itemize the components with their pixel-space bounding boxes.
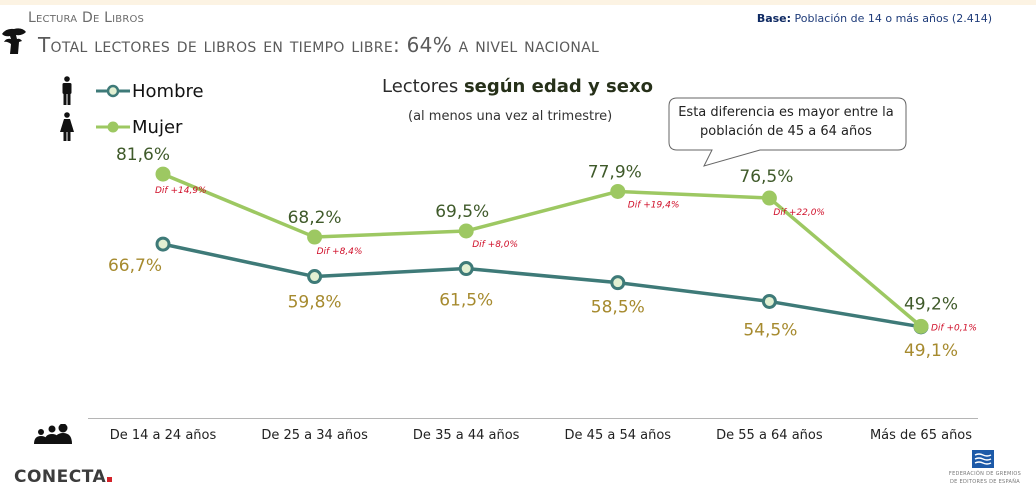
mujer-legend-marker bbox=[96, 121, 130, 133]
difference-label: Dif +19,4% bbox=[628, 200, 680, 210]
legend-item-mujer: Mujer bbox=[58, 112, 182, 142]
difference-label: Dif +0,1% bbox=[931, 323, 977, 333]
conecta-brand: CONECTA bbox=[14, 467, 107, 487]
mujer-series-line bbox=[162, 172, 923, 328]
difference-label: Dif +8,0% bbox=[472, 240, 518, 250]
legend-label-hombre: Hombre bbox=[132, 80, 204, 102]
publisher-line-2: DE EDITORES DE ESPAÑA bbox=[950, 479, 1020, 485]
hombre-value-label: 59,8% bbox=[288, 293, 342, 313]
x-axis-line bbox=[88, 418, 978, 419]
hombre-legend-marker bbox=[96, 84, 130, 98]
series-layer: 81,6% 68,2% 69,5% 77,9% 76,5% 49,2% 66,7% 59,8%… bbox=[108, 145, 977, 361]
base-value: Población de 14 o más años (2.414) bbox=[794, 12, 992, 25]
callout-bubble bbox=[668, 97, 907, 167]
hombre-point bbox=[155, 236, 171, 252]
mujer-point bbox=[761, 190, 777, 206]
tree-icon bbox=[2, 28, 26, 54]
hombre-value-label: 66,7% bbox=[108, 256, 162, 276]
hombre-point bbox=[761, 293, 777, 309]
fge-logo-icon bbox=[972, 450, 994, 468]
mujer-point bbox=[155, 166, 171, 182]
hombre-series-line bbox=[162, 242, 922, 329]
mujer-value-label: 77,9% bbox=[588, 162, 642, 182]
page-title: Total lectores de libros en tiempo libre… bbox=[38, 33, 600, 57]
chart-title: Lectores según edad y sexo bbox=[382, 76, 653, 97]
mujer-value-label: 81,6% bbox=[116, 145, 170, 165]
hombre-point bbox=[307, 269, 323, 285]
mujer-point bbox=[913, 318, 929, 334]
hombre-value-label: 54,5% bbox=[743, 320, 797, 340]
chart-title-bold: según edad y sexo bbox=[463, 76, 653, 97]
conecta-dot bbox=[107, 477, 113, 482]
people-group-icon bbox=[34, 424, 72, 444]
difference-label: Dif +14,9% bbox=[155, 186, 207, 196]
section-label: Lectura De Libros bbox=[28, 10, 145, 26]
hombre-value-label: 49,1% bbox=[904, 341, 958, 361]
legend-item-hombre: Hombre bbox=[58, 76, 204, 106]
chart-subtitle: (al menos una vez al trimestre) bbox=[408, 109, 613, 124]
base-note: Base: Población de 14 o más años (2.414) bbox=[757, 12, 992, 25]
female-person-icon bbox=[60, 112, 74, 141]
fge-waves-icon bbox=[974, 453, 992, 465]
x-tick-label: Más de 65 años bbox=[869, 428, 973, 443]
mujer-point bbox=[307, 229, 323, 245]
x-tick-label: De 14 a 24 años bbox=[109, 428, 217, 443]
mujer-value-label: 49,2% bbox=[904, 294, 958, 314]
base-label: Base: bbox=[756, 12, 792, 25]
publisher-name: FEDERACIÓN DE GREMIOS DE EDITORES DE ESPA… bbox=[934, 470, 1036, 486]
hombre-value-label: 58,5% bbox=[591, 298, 645, 318]
hombre-point bbox=[610, 275, 626, 291]
male-person-icon bbox=[62, 76, 72, 105]
mujer-value-label: 69,5% bbox=[435, 202, 489, 222]
publisher-line-1: FEDERACIÓN DE GREMIOS bbox=[948, 471, 1022, 477]
chart-title-regular: Lectores bbox=[382, 76, 464, 97]
mujer-value-label: 76,5% bbox=[739, 167, 793, 187]
hombre-value-label: 61,5% bbox=[439, 291, 493, 311]
mujer-value-label: 68,2% bbox=[288, 208, 342, 228]
top-bar bbox=[0, 0, 1036, 5]
hombre-point bbox=[458, 261, 474, 277]
difference-label: Dif +8,4% bbox=[317, 247, 363, 257]
x-tick-label: De 25 a 34 años bbox=[261, 428, 368, 443]
mujer-point bbox=[458, 223, 474, 239]
mujer-point bbox=[610, 183, 626, 199]
difference-label: Dif +22,0% bbox=[773, 208, 825, 218]
conecta-logo: CONECTA bbox=[14, 467, 113, 487]
x-tick-label: De 35 a 44 años bbox=[412, 428, 520, 443]
callout-text: Esta diferencia es mayor entre la poblac… bbox=[678, 105, 894, 139]
x-tick-label: De 55 a 64 años bbox=[716, 428, 823, 443]
legend-label-mujer: Mujer bbox=[132, 116, 183, 138]
x-tick-label: De 45 a 54 años bbox=[564, 428, 672, 443]
